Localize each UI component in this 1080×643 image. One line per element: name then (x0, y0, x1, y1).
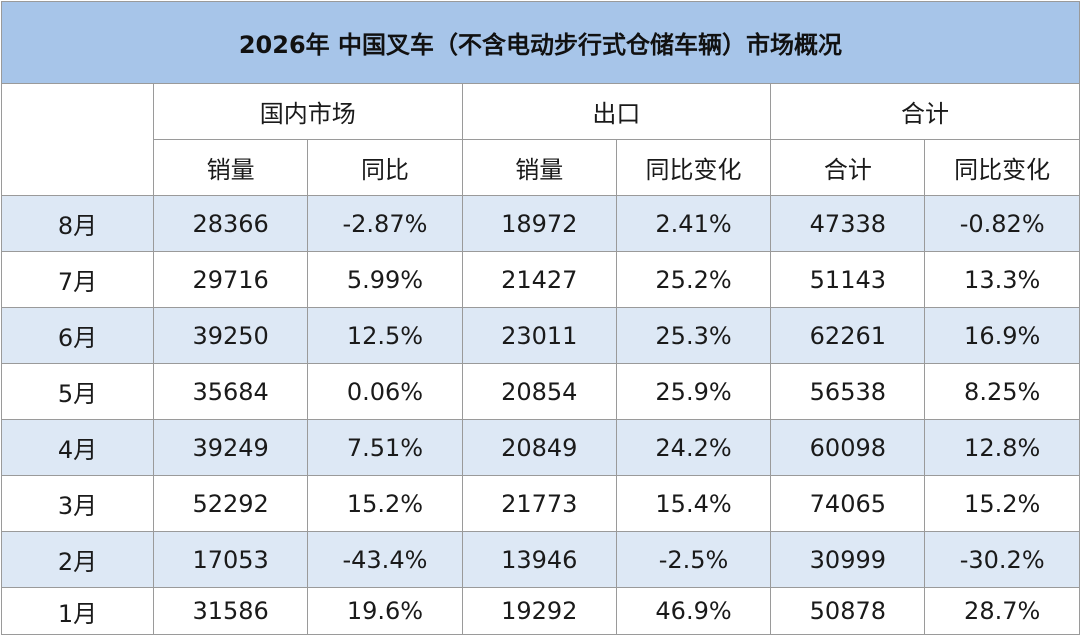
table-row: 1月 31586 19.6% 19292 46.9% 50878 28.7% (1, 587, 1080, 635)
domestic-sales-cell: 31586 (152, 587, 309, 635)
export-yoy-cell: 15.4% (615, 475, 772, 532)
group-header-export: 出口 (461, 83, 772, 140)
table-row: 5月 35684 0.06% 20854 25.9% 56538 8.25% (1, 363, 1080, 420)
month-cell: 6月 (1, 307, 154, 364)
group-header-total: 合计 (770, 83, 1080, 140)
export-sales-cell: 18972 (461, 195, 617, 252)
col-header-total-sum: 合计 (770, 139, 926, 196)
export-sales-cell: 23011 (461, 307, 617, 364)
total-cell: 62261 (770, 307, 926, 364)
export-yoy-cell: 25.9% (615, 363, 772, 420)
domestic-sales-cell: 29716 (152, 251, 309, 308)
domestic-sales-cell: 39250 (152, 307, 309, 364)
total-yoy-cell: -30.2% (924, 531, 1080, 588)
export-yoy-cell: 46.9% (615, 587, 772, 635)
total-yoy-cell: 13.3% (924, 251, 1080, 308)
export-sales-cell: 21773 (461, 475, 617, 532)
export-sales-cell: 20849 (461, 419, 617, 476)
export-yoy-cell: 2.41% (615, 195, 772, 252)
total-yoy-cell: 15.2% (924, 475, 1080, 532)
total-cell: 51143 (770, 251, 926, 308)
col-header-domestic-sales: 销量 (152, 139, 309, 196)
total-yoy-cell: -0.82% (924, 195, 1080, 252)
table-row: 4月 39249 7.51% 20849 24.2% 60098 12.8% (1, 419, 1080, 476)
table-row: 7月 29716 5.99% 21427 25.2% 51143 13.3% (1, 251, 1080, 308)
domestic-sales-cell: 17053 (152, 531, 309, 588)
export-sales-cell: 21427 (461, 251, 617, 308)
domestic-yoy-cell: -43.4% (307, 531, 463, 588)
month-cell: 5月 (1, 363, 154, 420)
domestic-yoy-cell: -2.87% (307, 195, 463, 252)
domestic-yoy-cell: 15.2% (307, 475, 463, 532)
total-cell: 30999 (770, 531, 926, 588)
total-yoy-cell: 12.8% (924, 419, 1080, 476)
total-cell: 50878 (770, 587, 926, 635)
month-cell: 3月 (1, 475, 154, 532)
table-row: 6月 39250 12.5% 23011 25.3% 62261 16.9% (1, 307, 1080, 364)
total-cell: 74065 (770, 475, 926, 532)
export-yoy-cell: 25.2% (615, 251, 772, 308)
month-cell: 4月 (1, 419, 154, 476)
export-sales-cell: 19292 (461, 587, 617, 635)
domestic-yoy-cell: 0.06% (307, 363, 463, 420)
table-row: 3月 52292 15.2% 21773 15.4% 74065 15.2% (1, 475, 1080, 532)
table-row: 2月 17053 -43.4% 13946 -2.5% 30999 -30.2% (1, 531, 1080, 588)
export-yoy-cell: 25.3% (615, 307, 772, 364)
total-cell: 56538 (770, 363, 926, 420)
export-sales-cell: 13946 (461, 531, 617, 588)
month-cell: 1月 (1, 587, 154, 635)
export-sales-cell: 20854 (461, 363, 617, 420)
domestic-yoy-cell: 5.99% (307, 251, 463, 308)
group-header-domestic: 国内市场 (153, 83, 463, 140)
domestic-yoy-cell: 19.6% (307, 587, 463, 635)
domestic-sales-cell: 52292 (152, 475, 309, 532)
total-yoy-cell: 28.7% (924, 587, 1080, 635)
col-header-domestic-yoy: 同比 (307, 139, 463, 196)
table-title: 2026年 中国叉车（不含电动步行式仓储车辆）市场概况 (1, 1, 1080, 84)
domestic-sales-cell: 28366 (152, 195, 309, 252)
total-cell: 60098 (770, 419, 926, 476)
col-header-export-yoy: 同比变化 (615, 139, 772, 196)
domestic-sales-cell: 35684 (152, 363, 309, 420)
total-yoy-cell: 16.9% (924, 307, 1080, 364)
domestic-sales-cell: 39249 (152, 419, 309, 476)
export-yoy-cell: -2.5% (615, 531, 772, 588)
total-yoy-cell: 8.25% (924, 363, 1080, 420)
col-header-export-sales: 销量 (461, 139, 617, 196)
domestic-yoy-cell: 12.5% (307, 307, 463, 364)
month-cell: 2月 (1, 531, 154, 588)
month-header-blank (1, 83, 154, 196)
month-cell: 7月 (1, 251, 154, 308)
col-header-total-yoy: 同比变化 (924, 139, 1080, 196)
total-cell: 47338 (770, 195, 926, 252)
domestic-yoy-cell: 7.51% (307, 419, 463, 476)
table-row: 8月 28366 -2.87% 18972 2.41% 47338 -0.82% (1, 195, 1080, 252)
export-yoy-cell: 24.2% (615, 419, 772, 476)
month-cell: 8月 (1, 195, 154, 252)
